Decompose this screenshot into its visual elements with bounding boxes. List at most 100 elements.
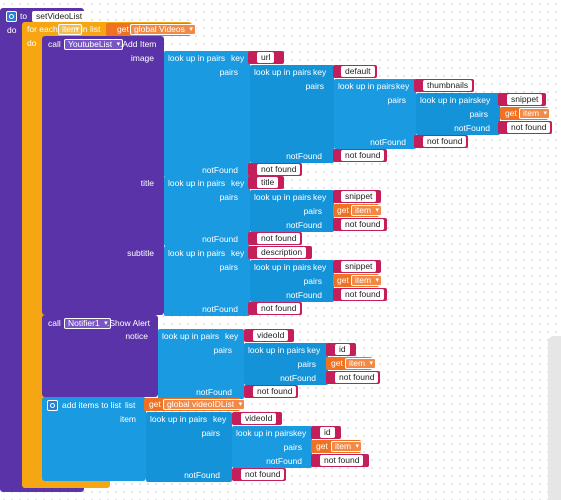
notfound-label: notFound <box>184 470 220 480</box>
get-item-field[interactable]: item <box>331 441 363 452</box>
pairs-label: pairs <box>219 67 238 77</box>
key-label: key <box>396 81 410 91</box>
pairs-label: pairs <box>469 109 488 119</box>
pairs-label: pairs <box>305 81 324 91</box>
lookup-title-block[interactable] <box>164 176 250 246</box>
text-notfound-field[interactable]: not found <box>507 122 551 133</box>
text-notfound-field[interactable]: not found <box>423 136 467 147</box>
text-notfound-field[interactable]: not found <box>257 164 301 175</box>
additems-mutator-icon[interactable] <box>47 400 58 411</box>
lookup-label: look up in pairs <box>248 345 306 355</box>
procedure-name-field[interactable]: setVideoList <box>32 11 87 22</box>
get-item-field[interactable]: item <box>351 275 383 286</box>
lookup-url-block[interactable] <box>164 51 250 177</box>
lookup-videoid-block[interactable] <box>146 412 232 482</box>
lookup-default-block[interactable] <box>250 65 334 163</box>
foreach-inlist-label: in list <box>81 24 101 34</box>
lookup-description-block[interactable] <box>164 246 250 316</box>
notifier-component-field[interactable]: Notifier1 <box>64 318 111 329</box>
key-label: key <box>213 414 227 424</box>
notfound-label: notFound <box>454 123 490 133</box>
pairs-label: pairs <box>283 442 302 452</box>
text-notfound-field[interactable]: not found <box>253 386 297 397</box>
text-notfound-field[interactable]: not found <box>257 233 301 244</box>
notfound-label: notFound <box>286 151 322 161</box>
lookup-snippet-block[interactable] <box>250 190 334 232</box>
notfound-label: notFound <box>286 290 322 300</box>
lookup-label: look up in pairs <box>254 67 312 77</box>
text-title-field[interactable]: title <box>257 177 279 188</box>
text-notfound-field[interactable]: not found <box>335 372 379 383</box>
lookup-id-block[interactable] <box>232 426 312 468</box>
text-notfound-field[interactable]: not found <box>320 455 364 466</box>
text-default-field[interactable]: default <box>341 66 375 77</box>
procedure-mutator-icon[interactable] <box>6 11 17 22</box>
pairs-label: pairs <box>213 345 232 355</box>
key-label: key <box>231 248 245 258</box>
lookup-label: look up in pairs <box>338 81 396 91</box>
get-item-field[interactable]: item <box>519 108 551 119</box>
text-description-field[interactable]: description <box>257 247 307 258</box>
youtubelist-component-field[interactable]: YoutubeList <box>64 39 124 50</box>
global-videoidlist-field[interactable]: global videoIDList <box>163 399 246 410</box>
lookup-snippet-block[interactable] <box>250 260 334 302</box>
text-id-field[interactable]: id <box>320 427 335 438</box>
lookup-label: look up in pairs <box>254 192 312 202</box>
additem-method-label: .Add Item <box>120 39 157 49</box>
lookup-label: look up in pairs <box>236 428 294 438</box>
get-label: get <box>331 358 343 368</box>
get-label: get <box>337 205 349 215</box>
lookup-label: look up in pairs <box>420 95 478 105</box>
text-notfound-field[interactable]: not found <box>341 289 385 300</box>
text-notfound-field[interactable]: not found <box>341 219 385 230</box>
foreach-label: for each <box>27 24 58 34</box>
foreach-var-field[interactable]: item <box>58 24 83 35</box>
showalert-method-label: .Show Alert <box>107 318 150 328</box>
notfound-label: notFound <box>202 234 238 244</box>
key-label: key <box>293 428 307 438</box>
text-notfound-field[interactable]: not found <box>257 303 301 314</box>
lookup-id-block[interactable] <box>244 343 328 385</box>
key-label: key <box>307 345 321 355</box>
pairs-label: pairs <box>303 206 322 216</box>
text-snippet-field[interactable]: snippet <box>341 191 377 202</box>
lookup-label: look up in pairs <box>254 262 312 272</box>
item-param-label: item <box>119 414 136 424</box>
text-thumbnails-field[interactable]: thumbnails <box>423 80 473 91</box>
text-url-field[interactable]: url <box>257 52 275 63</box>
get-label: get <box>149 399 161 409</box>
lookup-videoid-block[interactable] <box>158 329 244 399</box>
notfound-label: notFound <box>370 137 406 147</box>
procedure-do-label: do <box>7 25 17 35</box>
notfound-label: notFound <box>196 387 232 397</box>
get-label: get <box>505 108 517 118</box>
lookup-label: look up in pairs <box>168 53 226 63</box>
get-item-field[interactable]: item <box>351 205 383 216</box>
add-items-to-list-block[interactable] <box>42 397 146 481</box>
title-param-label: title <box>140 178 154 188</box>
pairs-label: pairs <box>219 262 238 272</box>
lookup-label: look up in pairs <box>168 178 226 188</box>
lookup-snippet-block[interactable] <box>416 93 500 135</box>
text-snippet-field[interactable]: snippet <box>507 94 543 105</box>
procedure-to-label: to <box>20 11 28 21</box>
image-param-label: image <box>130 53 154 63</box>
notfound-label: notFound <box>202 165 238 175</box>
lookup-label: look up in pairs <box>150 414 208 424</box>
global-videos-field[interactable]: global Videos <box>130 24 196 35</box>
key-label: key <box>231 178 245 188</box>
call-youtubelist-additem-block[interactable] <box>42 36 164 315</box>
subtitle-param-label: subtitle <box>127 248 154 258</box>
additems-list-label: list <box>125 400 136 410</box>
lookup-thumbnails-block[interactable] <box>334 79 416 149</box>
notfound-label: notFound <box>266 456 302 466</box>
text-notfound-field[interactable]: not found <box>241 469 285 480</box>
text-videoid-field[interactable]: videoId <box>253 330 289 341</box>
notfound-label: notFound <box>202 304 238 314</box>
text-videoid-field[interactable]: videoId <box>241 413 277 424</box>
text-snippet-field[interactable]: snippet <box>341 261 377 272</box>
text-id-field[interactable]: id <box>335 344 350 355</box>
text-notfound-field[interactable]: not found <box>341 150 385 161</box>
get-item-field[interactable]: item <box>345 358 377 369</box>
workspace-side-panel <box>548 336 561 500</box>
